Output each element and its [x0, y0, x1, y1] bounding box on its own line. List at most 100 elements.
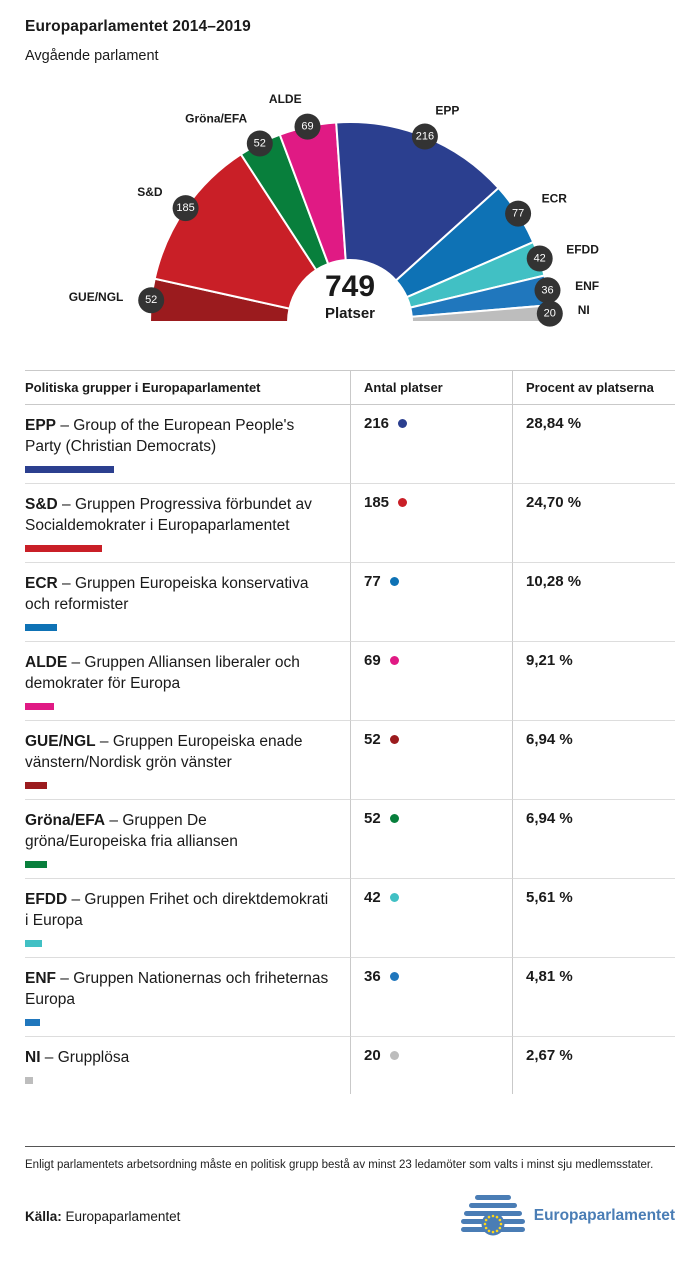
percent-value: 6,94 % [526, 731, 573, 748]
table-body: EPP – Group of the European People's Par… [25, 405, 675, 1094]
group-name-rest: – Gruppen Europeiska enade vänstern/Nord… [25, 733, 303, 771]
group-abbr: ENF [25, 970, 56, 987]
seats-wrap: 36 [364, 968, 512, 985]
seats-wrap: 20 [364, 1047, 512, 1064]
group-label-gue-ngl: GUE/NGL [69, 290, 124, 304]
header: Europaparlamentet 2014–2019 Avgående par… [0, 0, 700, 64]
seats-cell: 216 [350, 405, 512, 484]
group-name-cell: Gröna/EFA – Gruppen De gröna/Europeiska … [25, 800, 350, 879]
seats-cell: 77 [350, 563, 512, 642]
star-icon [491, 1230, 495, 1234]
seats-wrap: 69 [364, 652, 512, 669]
group-percent-bar [25, 545, 102, 552]
group-name-rest: – Gruppen Nationernas och friheternas Eu… [25, 970, 329, 1008]
seats-value: 69 [364, 652, 381, 669]
seats-wrap: 52 [364, 731, 512, 748]
seat-badge-enf [534, 277, 561, 304]
group-abbr: S&D [25, 496, 58, 513]
seats-value: 52 [364, 810, 381, 827]
group-name-cell: EPP – Group of the European People's Par… [25, 405, 350, 484]
table-row-ni: NI – Grupplösa 20 2,67 % [25, 1037, 675, 1094]
seat-badge-ecr [505, 200, 532, 227]
group-name-rest: – Group of the European People's Party (… [25, 417, 295, 455]
percent-cell: 5,61 % [512, 879, 675, 958]
group-name-rest: – Gruppen Alliansen liberaler och demokr… [25, 654, 300, 692]
eu-flag-circle [481, 1212, 505, 1236]
group-color-dot [389, 814, 399, 823]
seat-badge-value-efdd: 42 [534, 253, 546, 265]
percent-cell: 4,81 % [512, 958, 675, 1037]
group-color-dot [389, 1051, 399, 1060]
page-title: Europaparlamentet 2014–2019 [25, 18, 251, 35]
percent-value: 2,67 % [526, 1047, 573, 1064]
percent-cell: 2,67 % [512, 1037, 675, 1094]
source-label: Källa: [25, 1208, 62, 1224]
group-name: ALDE – Gruppen Alliansen liberaler och d… [25, 652, 332, 694]
group-color-dot [389, 893, 399, 902]
group-label-enf: ENF [575, 279, 599, 293]
seats-wrap: 52 [364, 810, 512, 827]
footnote: Enligt parlamentets arbetsordning måste … [25, 1159, 654, 1171]
star-icon [499, 1222, 503, 1226]
group-color-dot [389, 577, 399, 586]
star-icon [484, 1218, 488, 1222]
column-header-groups: Politiska grupper i Europaparlamentet [25, 370, 350, 405]
seat-badge-gr-na-efa [246, 130, 273, 157]
ep-logo: Europaparlamentet [460, 1195, 675, 1237]
table-row-efdd: EFDD – Gruppen Frihet och direktdemokrat… [25, 879, 675, 958]
group-abbr: EPP [25, 417, 57, 434]
seats-cell: 69 [350, 642, 512, 721]
segment-s-d [153, 152, 318, 310]
seat-badge-value-alde: 69 [301, 121, 313, 133]
group-name: Gröna/EFA – Gruppen De gröna/Europeiska … [25, 810, 332, 852]
percent-cell: 6,94 % [512, 800, 675, 879]
group-label-gr-na-efa: Gröna/EFA [185, 112, 247, 126]
seats-wrap: 185 [364, 494, 512, 511]
group-abbr: ECR [25, 575, 58, 592]
table-row-epp: EPP – Group of the European People's Par… [25, 405, 675, 484]
total-seats-label: Platser [325, 305, 375, 322]
percent-value: 6,94 % [526, 810, 573, 827]
seats-cell: 52 [350, 800, 512, 879]
group-percent-bar [25, 940, 42, 947]
seats-cell: 42 [350, 879, 512, 958]
labels-group: 52 GUE/NGL 185 S&D 52 Gröna/EFA 69 ALDE 216 EPP 77… [69, 92, 599, 327]
seat-badge-s-d [172, 195, 199, 222]
group-percent-bar [25, 1077, 33, 1084]
percent-value: 9,21 % [526, 652, 573, 669]
percent-cell: 9,21 % [512, 642, 675, 721]
group-color-dot [398, 419, 408, 428]
group-name: EPP – Group of the European People's Par… [25, 415, 332, 457]
star-icon [483, 1222, 487, 1226]
percent-value: 5,61 % [526, 889, 573, 906]
group-name-cell: S&D – Gruppen Progressiva förbundet av S… [25, 484, 350, 563]
table-row-gr-na-efa: Gröna/EFA – Gruppen De gröna/Europeiska … [25, 800, 675, 879]
star-icon [487, 1229, 491, 1233]
page-subtitle: Avgående parlament [25, 48, 159, 64]
table-header-row: Politiska grupper i Europaparlamentet An… [25, 370, 675, 405]
seats-wrap: 42 [364, 889, 512, 906]
seat-badge-ni [536, 300, 563, 327]
star-icon [495, 1215, 499, 1219]
group-name: EFDD – Gruppen Frihet och direktdemokrat… [25, 889, 332, 931]
segment-epp [335, 121, 500, 282]
star-icon [491, 1214, 495, 1218]
group-name-cell: ENF – Gruppen Nationernas och friheterna… [25, 958, 350, 1037]
column-header-seats: Antal platser [350, 370, 512, 405]
seat-badge-alde [294, 113, 321, 140]
star-icon [484, 1226, 488, 1230]
group-abbr: NI [25, 1049, 41, 1066]
seat-badge-epp [411, 123, 438, 150]
percent-value: 24,70 % [526, 494, 582, 511]
percent-cell: 10,28 % [512, 563, 675, 642]
seats-value: 52 [364, 731, 381, 748]
percent-cell: 6,94 % [512, 721, 675, 800]
group-color-dot [389, 972, 399, 981]
percent-value: 10,28 % [526, 573, 582, 590]
star-icon [498, 1226, 501, 1230]
source: Källa: Europaparlamentet [25, 1209, 180, 1224]
seat-badge-value-epp: 216 [416, 131, 434, 143]
groups-table: Politiska grupper i Europaparlamentet An… [25, 370, 675, 1094]
group-abbr: GUE/NGL [25, 733, 96, 750]
column-header-percent: Procent av platserna [512, 370, 675, 405]
